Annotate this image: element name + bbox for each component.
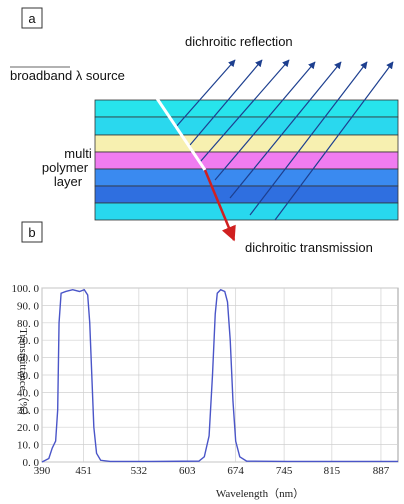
y-tick-label: 70. 0 xyxy=(17,335,40,347)
x-tick-label: 674 xyxy=(227,465,244,477)
x-tick-label: 390 xyxy=(34,465,51,477)
figure: a dichroitic reflection broadband λ sour… xyxy=(0,0,404,504)
transmission-label: dichroitic transmission xyxy=(245,240,373,255)
y-tick-label: 40. 0 xyxy=(17,387,40,399)
layers xyxy=(95,100,398,220)
layer-label: polymer xyxy=(42,160,89,175)
layer-label: multi xyxy=(64,146,92,161)
layer-label: layer xyxy=(54,174,83,189)
y-tick-label: 50. 0 xyxy=(17,370,40,382)
y-tick-label: 100. 0 xyxy=(12,283,40,295)
source-label: broadband λ source xyxy=(10,68,125,83)
y-tick-label: 80. 0 xyxy=(17,318,40,330)
panel-label: a xyxy=(28,11,36,26)
x-tick-label: 815 xyxy=(324,465,341,477)
x-tick-label: 887 xyxy=(373,465,390,477)
y-tick-label: 10. 0 xyxy=(17,440,40,452)
x-tick-label: 745 xyxy=(276,465,293,477)
y-tick-label: 20. 0 xyxy=(17,422,40,434)
y-tick-label: 60. 0 xyxy=(17,353,40,365)
y-tick-label: 30. 0 xyxy=(17,405,40,417)
x-tick-label: 532 xyxy=(131,465,148,477)
panel-b: Transmittance（%） Wavelength（nm） 0. 010. … xyxy=(12,283,399,500)
panel-a: a dichroitic reflection broadband λ sour… xyxy=(10,8,398,255)
x-tick-label: 603 xyxy=(179,465,196,477)
reflection-label: dichroitic reflection xyxy=(185,34,293,49)
x-axis-label: Wavelength（nm） xyxy=(216,487,304,500)
y-tick-label: 90. 0 xyxy=(17,300,40,312)
x-tick-label: 451 xyxy=(75,465,92,477)
panel-label: b xyxy=(28,225,35,240)
